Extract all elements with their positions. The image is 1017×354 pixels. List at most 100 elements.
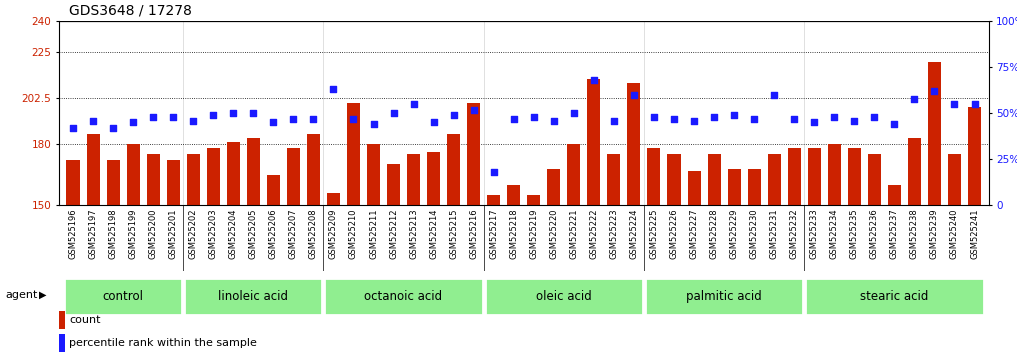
Point (346, 116, 362, 122)
Text: GSM525235: GSM525235 (850, 209, 858, 259)
Point (265, 120, 282, 125)
Text: GSM525218: GSM525218 (510, 209, 519, 259)
Text: GSM525216: GSM525216 (469, 209, 478, 259)
Text: GSM525214: GSM525214 (429, 209, 438, 259)
Point (685, 118, 702, 124)
Text: GSM525199: GSM525199 (128, 209, 137, 259)
Text: GSM525203: GSM525203 (208, 209, 218, 259)
Point (526, 114, 542, 120)
Text: GSM525232: GSM525232 (790, 209, 798, 259)
Point (505, 116, 522, 122)
Bar (648, 148, 660, 354)
Point (425, 120, 441, 125)
Text: GSM525207: GSM525207 (289, 209, 298, 259)
Text: GSM525205: GSM525205 (249, 209, 257, 259)
Text: GSM525211: GSM525211 (369, 209, 378, 259)
Text: GSM525200: GSM525200 (148, 209, 158, 259)
Bar (146, 154, 160, 354)
Bar (507, 185, 521, 354)
Text: GSM525237: GSM525237 (890, 209, 899, 259)
Bar (667, 154, 680, 354)
Point (766, 92, 782, 98)
Bar (387, 164, 400, 354)
Point (947, 101, 963, 107)
Text: GSM525204: GSM525204 (229, 209, 238, 259)
Text: agent: agent (5, 290, 38, 300)
Point (105, 125, 121, 131)
Text: GSM525240: GSM525240 (950, 209, 959, 259)
Bar (487, 195, 500, 354)
Bar (247, 138, 259, 354)
FancyBboxPatch shape (485, 278, 643, 315)
Point (145, 114, 162, 120)
Bar (888, 185, 901, 354)
Bar (828, 144, 841, 354)
Point (966, 101, 982, 107)
Text: GSM525238: GSM525238 (910, 209, 919, 259)
Bar (868, 154, 881, 354)
Text: GSM525208: GSM525208 (309, 209, 318, 259)
Text: GSM525222: GSM525222 (590, 209, 598, 259)
Point (706, 114, 722, 120)
Bar (588, 79, 600, 354)
Point (806, 120, 823, 125)
Point (245, 110, 261, 116)
Text: GSM525228: GSM525228 (710, 209, 719, 259)
Bar (567, 144, 581, 354)
Point (565, 110, 582, 116)
Bar (627, 82, 641, 354)
Text: GSM525219: GSM525219 (529, 209, 538, 259)
Point (445, 112, 462, 118)
Point (726, 112, 742, 118)
Point (646, 114, 662, 120)
Text: GSM525202: GSM525202 (189, 209, 197, 259)
Bar (326, 193, 340, 354)
Bar (848, 148, 860, 354)
Point (325, 86, 342, 92)
Text: GSM525196: GSM525196 (68, 209, 77, 259)
Bar (206, 148, 220, 354)
Text: GSM525227: GSM525227 (690, 209, 699, 259)
Point (485, 169, 501, 175)
Text: GSM525220: GSM525220 (549, 209, 558, 259)
Text: GSM525201: GSM525201 (169, 209, 178, 259)
Bar (187, 154, 199, 354)
Point (225, 110, 241, 116)
Point (466, 107, 482, 113)
FancyBboxPatch shape (645, 278, 803, 315)
Point (786, 116, 802, 122)
Point (826, 114, 842, 120)
Point (185, 118, 201, 124)
Bar (59, 311, 65, 329)
Bar (347, 103, 360, 354)
Bar (948, 154, 961, 354)
Bar (66, 160, 79, 354)
Bar (287, 148, 300, 354)
Text: GSM525231: GSM525231 (770, 209, 779, 259)
Text: GSM525224: GSM525224 (630, 209, 639, 259)
Text: stearic acid: stearic acid (860, 290, 929, 303)
Bar (107, 160, 120, 354)
Point (886, 121, 902, 127)
Point (625, 92, 642, 98)
Point (586, 77, 602, 83)
Bar (167, 160, 180, 354)
Bar (227, 142, 240, 354)
Point (365, 121, 381, 127)
Bar (908, 138, 921, 354)
Point (866, 114, 883, 120)
FancyBboxPatch shape (805, 278, 983, 315)
Text: GSM525198: GSM525198 (109, 209, 118, 259)
Text: GSM525234: GSM525234 (830, 209, 839, 259)
Text: GSM525236: GSM525236 (870, 209, 879, 259)
Bar (968, 107, 981, 354)
Bar (527, 195, 540, 354)
Text: GSM525233: GSM525233 (810, 209, 819, 259)
Bar (427, 152, 440, 354)
Bar (747, 169, 761, 354)
Text: GSM525239: GSM525239 (930, 209, 939, 259)
Point (305, 116, 321, 122)
Point (746, 116, 763, 122)
Bar (266, 175, 280, 354)
Bar (788, 148, 800, 354)
